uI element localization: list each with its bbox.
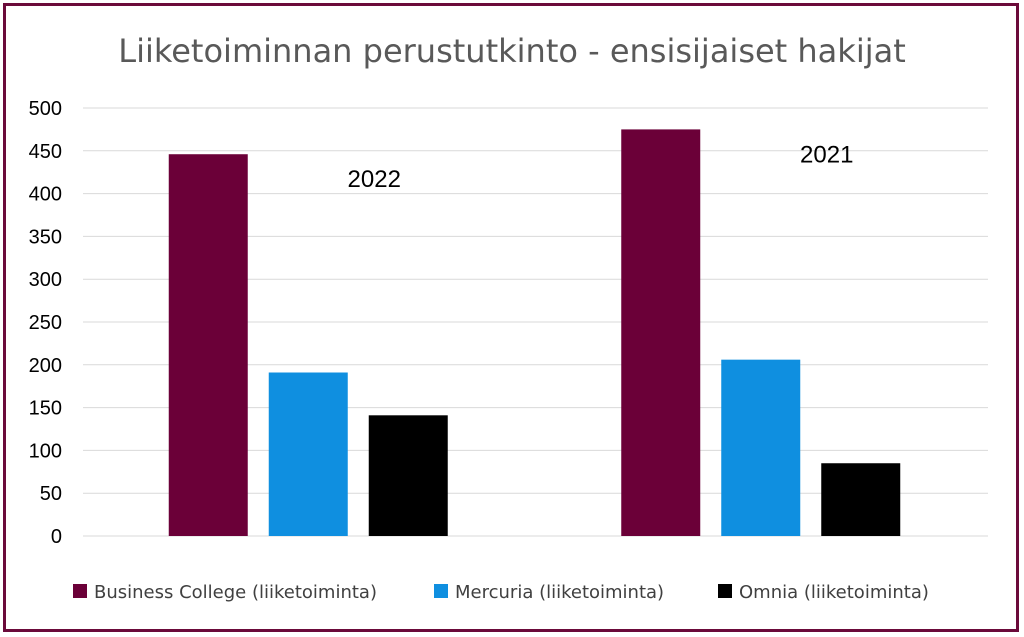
group-label-2021: 2021 (800, 141, 853, 168)
bar-2022-1 (268, 372, 348, 536)
legend-label: Omnia (liiketoiminta) (739, 582, 929, 603)
legend-label: Business College (liiketoiminta) (94, 582, 377, 603)
legend-swatch (434, 584, 448, 598)
y-tick-label: 0 (51, 526, 62, 548)
y-tick-label: 50 (40, 483, 62, 505)
y-tick-label: 100 (29, 440, 62, 462)
legend-item: Omnia (liiketoiminta) (718, 582, 929, 603)
group-label-2022: 2022 (348, 166, 401, 193)
bars (168, 129, 901, 536)
legend-item: Business College (liiketoiminta) (73, 582, 377, 603)
legend-label: Mercuria (liiketoiminta) (455, 582, 664, 603)
y-tick-label: 400 (29, 184, 62, 206)
bar-2022-2 (368, 415, 448, 536)
bar-2021-2 (821, 463, 901, 536)
chart-title: Liiketoiminnan perustutkinto - ensisijai… (118, 32, 906, 70)
y-tick-label: 250 (29, 312, 62, 334)
y-tick-label: 500 (29, 98, 62, 120)
y-tick-label: 200 (29, 355, 62, 377)
legend-swatch (73, 584, 87, 598)
legend: Business College (liiketoiminta) Mercuria… (73, 582, 929, 603)
legend-swatch (718, 584, 732, 598)
y-axis-tick-labels: 0 50 100 150 200 250 300 350 400 450 500 (29, 98, 62, 548)
bar-2021-0 (621, 129, 701, 536)
group-labels: 2022 2021 (348, 141, 854, 193)
y-tick-label: 300 (29, 269, 62, 291)
bar-2021-1 (721, 359, 801, 536)
bar-2022-0 (168, 154, 248, 536)
legend-item: Mercuria (liiketoiminta) (434, 582, 664, 603)
y-tick-label: 150 (29, 398, 62, 420)
y-tick-label: 450 (29, 141, 62, 163)
y-tick-label: 350 (29, 226, 62, 248)
